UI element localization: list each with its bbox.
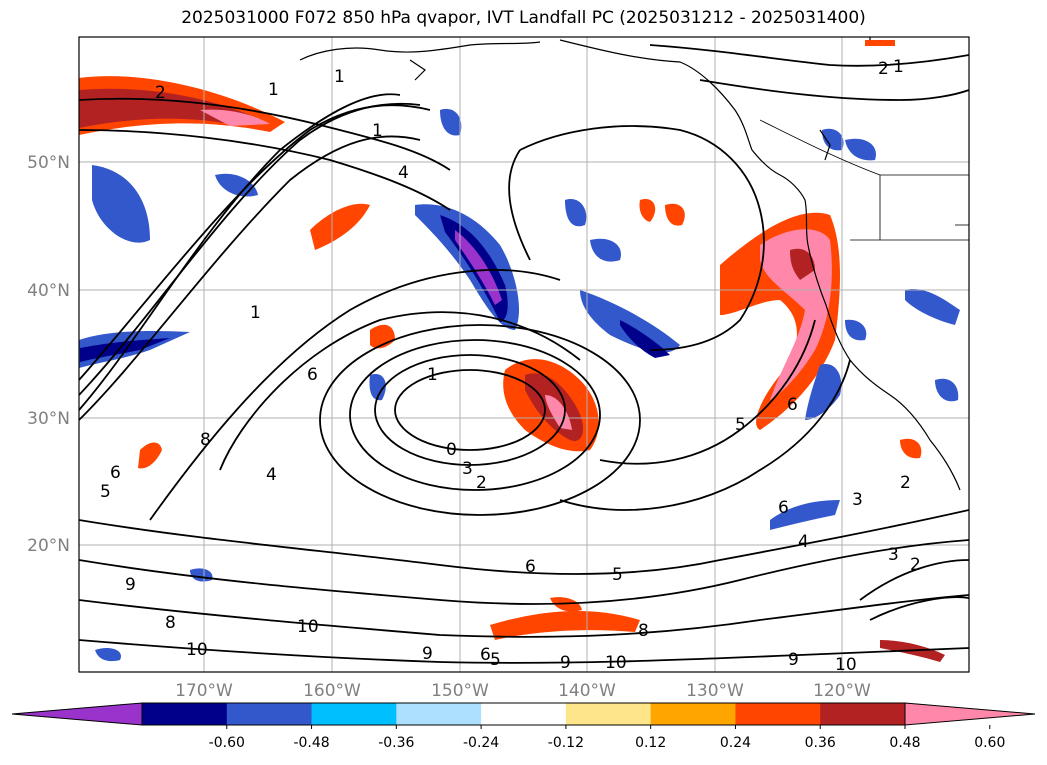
lon-label: 160°W bbox=[303, 681, 361, 701]
lat-label: 20°N bbox=[27, 536, 70, 556]
contour-label: 4 bbox=[798, 532, 809, 552]
colorbar-swatch bbox=[735, 703, 821, 725]
colorbar-extend-high bbox=[904, 702, 1036, 726]
coastlines bbox=[299, 37, 961, 491]
lon-label: 150°W bbox=[431, 681, 489, 701]
lon-label: 140°W bbox=[558, 681, 616, 701]
colorbar-tick-label: -0.12 bbox=[548, 735, 584, 751]
colorbar-tick-label: 0.36 bbox=[805, 735, 836, 751]
contour-label: 1 bbox=[268, 80, 279, 100]
colorbar-tick-label: -0.48 bbox=[293, 735, 329, 751]
contour-label: 9 bbox=[422, 644, 433, 664]
borders bbox=[759, 119, 969, 241]
contour-label: 5 bbox=[735, 415, 746, 435]
contour-label: 5 bbox=[612, 565, 623, 585]
contour-label: 1 bbox=[334, 67, 345, 87]
shade-negative-band bbox=[580, 290, 680, 353]
contour-label: 5 bbox=[490, 650, 501, 670]
contour-label: 1 bbox=[372, 121, 383, 141]
shade-negative-trough-purple bbox=[455, 230, 502, 305]
contour-label: 9 bbox=[560, 653, 571, 673]
lat-label: 40°N bbox=[27, 281, 70, 301]
contour-label: 6 bbox=[110, 463, 121, 483]
shade-negative-sw bbox=[770, 500, 840, 530]
contour-label: 4 bbox=[398, 163, 409, 183]
ivt-contours bbox=[79, 44, 969, 664]
colorbar-tick-label: -0.60 bbox=[209, 735, 245, 751]
contour-label: 3 bbox=[852, 490, 863, 510]
contour-label: 4 bbox=[266, 465, 277, 485]
colorbar-tick-label: -0.36 bbox=[378, 735, 414, 751]
contour-label: 6 bbox=[525, 557, 536, 577]
lon-label: 130°W bbox=[686, 681, 744, 701]
shade-negative-coast bbox=[805, 364, 842, 420]
contour-label: 5 bbox=[100, 482, 111, 502]
contour-label: 2 bbox=[910, 555, 921, 575]
shade-negative-band-core bbox=[620, 320, 670, 358]
colorbar-swatch bbox=[226, 703, 313, 725]
contour-label: 8 bbox=[200, 430, 211, 450]
colorbar-swatch bbox=[565, 703, 652, 725]
shade-negative-w1 bbox=[92, 165, 150, 243]
contour-label: 6 bbox=[778, 498, 789, 518]
map-frame bbox=[78, 36, 970, 673]
colorbar-extend-low bbox=[11, 702, 143, 726]
contour-label: 1 bbox=[427, 365, 438, 385]
colorbar-tick-label: 0.12 bbox=[635, 735, 666, 751]
contour-label: 10 bbox=[835, 655, 857, 675]
contour-label: 1 bbox=[250, 303, 261, 323]
contour-label: 2 bbox=[900, 473, 911, 493]
shade-ar-core bbox=[790, 248, 815, 280]
contour-label: 0 bbox=[446, 440, 457, 460]
contour-label: 6 bbox=[307, 365, 318, 385]
colorbar-tick-label: 0.24 bbox=[720, 735, 751, 751]
contour-label: 8 bbox=[638, 621, 649, 641]
contour-labels: 2 1 1 1 4 1 6 8 6 1 0 3 2 4 5 6 5 4 3 2 … bbox=[100, 57, 921, 675]
contour-label: 9 bbox=[788, 650, 799, 670]
lat-labels: 50°N 40°N 30°N 20°N bbox=[27, 153, 70, 556]
contour-label: 2 bbox=[878, 59, 889, 79]
colorbar-tick-label: 0.60 bbox=[974, 735, 1005, 751]
colorbar-swatch bbox=[142, 703, 228, 725]
shade-positive-south bbox=[490, 610, 640, 640]
shade-pink-nw bbox=[200, 109, 270, 126]
contour-label: 8 bbox=[165, 613, 176, 633]
map-title: 2025031000 F072 850 hPa qvapor, IVT Land… bbox=[181, 8, 866, 28]
colorbar-ticks: -0.60 -0.48 -0.36 -0.24 -0.12 0.12 0.24 0.36 0.4… bbox=[209, 725, 1005, 751]
colorbar-frame bbox=[141, 702, 906, 726]
lat-label: 50°N bbox=[27, 153, 70, 173]
lon-label: 120°W bbox=[813, 681, 871, 701]
shade-pink-center bbox=[545, 395, 572, 430]
contour-label: 2 bbox=[476, 473, 487, 493]
colorbar-swatch bbox=[820, 703, 906, 725]
colorbar-tick-label: -0.24 bbox=[463, 735, 499, 751]
contour-label: 6 bbox=[480, 645, 491, 665]
contour-label: 9 bbox=[125, 575, 136, 595]
colorbar-swatch bbox=[311, 703, 397, 725]
contour-label: 10 bbox=[297, 617, 319, 637]
contour-label: 10 bbox=[605, 653, 627, 673]
contour-label: 1 bbox=[893, 57, 904, 77]
contour-label: 3 bbox=[888, 545, 899, 565]
lon-labels: 170°W 160°W 150°W 140°W 130°W 120°W bbox=[175, 681, 871, 701]
lat-label: 30°N bbox=[27, 409, 70, 429]
colorbar-swatch bbox=[396, 703, 482, 725]
contour-label: 6 bbox=[787, 395, 798, 415]
colorbar-swatch bbox=[481, 703, 567, 725]
contour-label: 3 bbox=[462, 459, 473, 479]
contour-label: 2 bbox=[155, 83, 166, 103]
colorbar-tick-label: 0.48 bbox=[889, 735, 920, 751]
shade-pink-ar bbox=[760, 229, 832, 400]
colorbar bbox=[11, 702, 1036, 726]
lon-label: 170°W bbox=[175, 681, 233, 701]
colorbar-swatch bbox=[650, 703, 736, 725]
contour-label: 10 bbox=[186, 640, 208, 660]
